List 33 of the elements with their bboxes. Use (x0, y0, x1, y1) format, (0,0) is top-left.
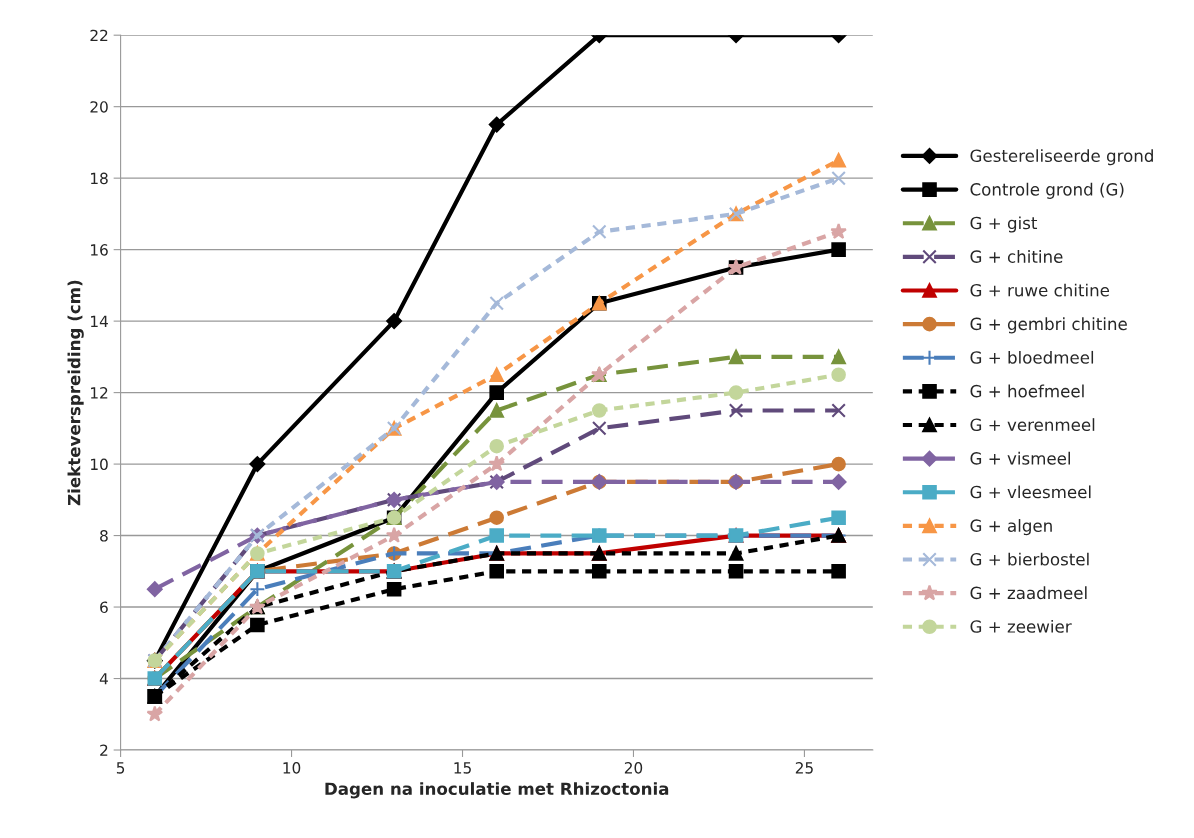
x-tick-label: 25 (795, 762, 813, 774)
y-tick-label: 10 (91, 458, 108, 471)
y-tick-label: 22 (90, 29, 108, 41)
x-tick-label: 20 (624, 762, 643, 774)
legend-label: G + gembri chitine (970, 317, 1127, 334)
legend-label: G + chitine (970, 250, 1063, 263)
legend-label: G + vleesmeel (970, 485, 1091, 499)
legend-label: Controle grond (G) (970, 182, 1124, 199)
y-tick-label: 20 (90, 101, 108, 113)
legend-label: G + vismeel (970, 451, 1070, 465)
legend-label: G + verenmeel (970, 418, 1095, 432)
x-tick-label: 5 (116, 762, 125, 774)
y-tick-label: 16 (91, 244, 108, 256)
legend-label: G + algen (970, 519, 1052, 536)
legend-label: Gestereliseerde grond (970, 149, 1153, 166)
x-tick-label: 10 (283, 762, 301, 774)
y-tick-label: 12 (91, 387, 108, 399)
y-axis-title: Ziekteverspreiding (cm) (67, 280, 84, 506)
y-tick-label: 18 (91, 172, 108, 185)
y-tick-label: 8 (100, 530, 108, 542)
legend-label: G + zeewier (970, 619, 1072, 633)
y-tick-label: 6 (100, 601, 108, 614)
legend-label: G + gist (970, 216, 1038, 233)
y-tick-label: 14 (91, 315, 108, 327)
legend-label: G + bierbostel (970, 552, 1089, 566)
legend-label: G + bloedmeel (970, 350, 1094, 364)
legend-label: G + zaadmeel (970, 586, 1087, 600)
y-tick-label: 4 (99, 673, 108, 685)
x-axis-title: Dagen na inoculatie met Rhizoctonia (325, 782, 669, 799)
y-tick-label: 2 (100, 744, 108, 756)
x-tick-label: 15 (454, 762, 471, 774)
legend-label: G + ruwe chitine (970, 283, 1110, 297)
legend-label: G + hoefmeel (970, 384, 1084, 398)
